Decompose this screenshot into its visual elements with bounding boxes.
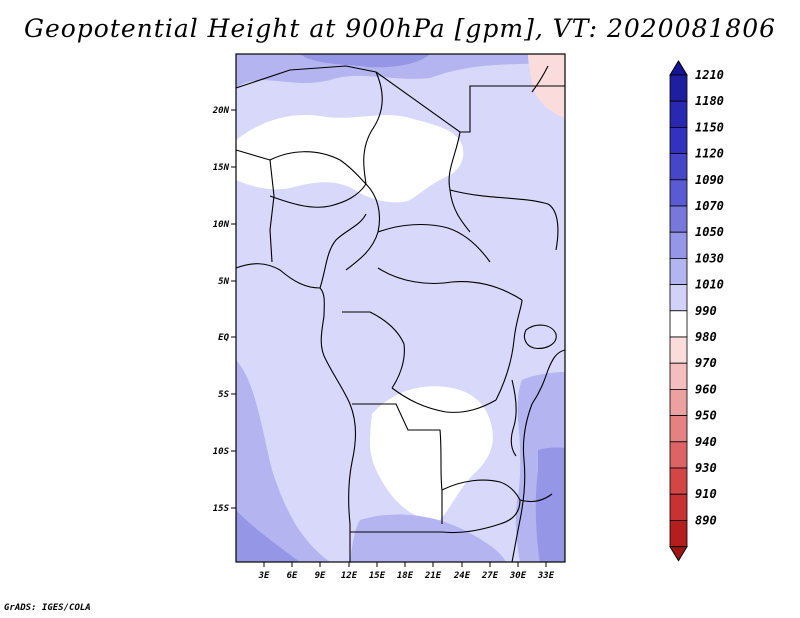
border-gabon xyxy=(342,311,405,389)
colorbar-swatch xyxy=(669,336,688,364)
colorbar-swatch xyxy=(669,179,688,207)
field-top-darker xyxy=(300,54,430,68)
colorbar-label: 930 xyxy=(695,461,717,475)
lon-label: 9E xyxy=(315,571,326,581)
map-field xyxy=(236,54,565,562)
field-white-congo xyxy=(370,386,493,521)
longitude-axis: 3E 6E 9E 12E 15E 18E 21E 24E 27E 30E 33E xyxy=(258,562,555,581)
colorbar-label: 960 xyxy=(695,382,717,396)
field-bottom-left-darkest xyxy=(236,510,300,562)
red-sea-coast xyxy=(531,65,549,93)
lat-label: 5N xyxy=(218,277,229,287)
border-drc-e xyxy=(495,299,523,401)
field-white-sahel xyxy=(236,115,464,203)
border-cmr-w xyxy=(319,213,367,289)
field-bottom-left-darker xyxy=(236,360,330,562)
colorbar-label: 1150 xyxy=(695,120,724,134)
colorbar-label: 990 xyxy=(695,304,717,318)
colorbar-label: 1210 xyxy=(695,68,724,82)
colorbar-label: 1180 xyxy=(695,94,724,108)
colorbar-swatch xyxy=(669,415,688,443)
colorbar-swatch xyxy=(669,388,688,416)
lon-label: 27E xyxy=(481,571,499,581)
latitude-axis: 20N 15N 10N 5N EQ 5S 10S 15S xyxy=(212,106,236,514)
coastline-east-africa xyxy=(511,349,566,563)
colorbar-label: 940 xyxy=(695,435,717,449)
colorbar-label: 890 xyxy=(695,513,717,527)
colorbar-label: 1010 xyxy=(695,278,724,292)
colorbar-label: 1120 xyxy=(695,147,724,161)
coastline-west-africa xyxy=(235,263,357,562)
colorbar-swatch xyxy=(669,231,688,259)
colorbar-swatch xyxy=(669,362,688,390)
colorbar-label: 1050 xyxy=(695,225,724,239)
lat-label: 5S xyxy=(218,390,229,400)
colorbar-bottom-arrow xyxy=(669,546,688,562)
lon-label: 24E xyxy=(453,571,471,581)
colorbar-label: 910 xyxy=(695,487,717,501)
map-frame xyxy=(235,53,566,563)
lat-label: EQ xyxy=(218,333,229,343)
colorbar-swatch xyxy=(669,310,688,338)
lon-label: 33E xyxy=(537,571,555,581)
colorbar-swatch xyxy=(669,100,688,128)
colorbar-swatch xyxy=(669,205,688,233)
colorbar-top-arrow xyxy=(669,60,688,76)
border-nigeria xyxy=(269,183,367,208)
colorbar-swatch xyxy=(669,257,688,285)
lake-tanganyika xyxy=(510,379,517,457)
coastlines-and-borders xyxy=(235,65,566,563)
colorbar-label: 1070 xyxy=(695,199,724,213)
border-car-s xyxy=(377,267,523,301)
chart-title: Geopotential Height at 900hPa [gpm], VT:… xyxy=(23,14,777,43)
colorbar-swatch xyxy=(669,74,688,102)
border-moz xyxy=(519,493,553,503)
border-angola-s xyxy=(350,499,521,534)
colorbar-swatch xyxy=(669,520,688,548)
lat-label: 10N xyxy=(213,220,230,230)
border-west-a xyxy=(235,149,275,263)
border-zambia xyxy=(441,479,521,501)
lat-label: 20N xyxy=(212,106,230,116)
colorbar-label: 970 xyxy=(695,356,717,370)
grads-credit: GrADS: IGES/COLA xyxy=(4,603,91,613)
lon-label: 3E xyxy=(258,571,270,581)
colorbar-label: 1030 xyxy=(695,251,724,265)
colorbar-label: 950 xyxy=(695,409,717,423)
field-east-darkest xyxy=(535,447,565,562)
lon-label: 30E xyxy=(509,571,527,581)
colorbar-swatch xyxy=(669,127,688,155)
lat-label: 15S xyxy=(213,504,230,514)
lake-victoria xyxy=(523,324,557,349)
lat-label: 10S xyxy=(213,447,230,457)
border-sudan xyxy=(449,189,559,251)
border-n1 xyxy=(235,65,377,89)
lon-label: 6E xyxy=(287,571,298,581)
field-top-band xyxy=(236,54,565,88)
border-angola xyxy=(352,403,443,524)
field-south-band xyxy=(350,514,506,562)
map-axes: 20N 15N 10N 5N EQ 5S 10S 15S 3E 6E 9E 12E 15E 18E 21E… xyxy=(212,53,566,581)
colorbar-swatch xyxy=(669,153,688,181)
lon-label: 18E xyxy=(397,571,414,581)
border-car-n xyxy=(377,224,491,263)
colorbar-label: 1090 xyxy=(695,173,724,187)
colorbar: 1210 1180 1150 1120 1090 1070 1050 1030 1010 990 9… xyxy=(669,60,724,562)
colorbar-swatch xyxy=(669,493,688,521)
colorbar-swatch xyxy=(669,441,688,469)
border-n3 xyxy=(375,71,565,133)
lon-label: 21E xyxy=(424,571,442,581)
border-west-b xyxy=(269,151,367,185)
lat-label: 15N xyxy=(213,163,230,173)
lon-label: 15E xyxy=(369,571,386,581)
border-congo xyxy=(391,387,497,413)
colorbar-label: 980 xyxy=(695,330,717,344)
colorbar-swatch xyxy=(669,284,688,312)
colorbar-swatch xyxy=(669,467,688,495)
border-n2 xyxy=(363,71,383,185)
lon-label: 12E xyxy=(341,571,358,581)
